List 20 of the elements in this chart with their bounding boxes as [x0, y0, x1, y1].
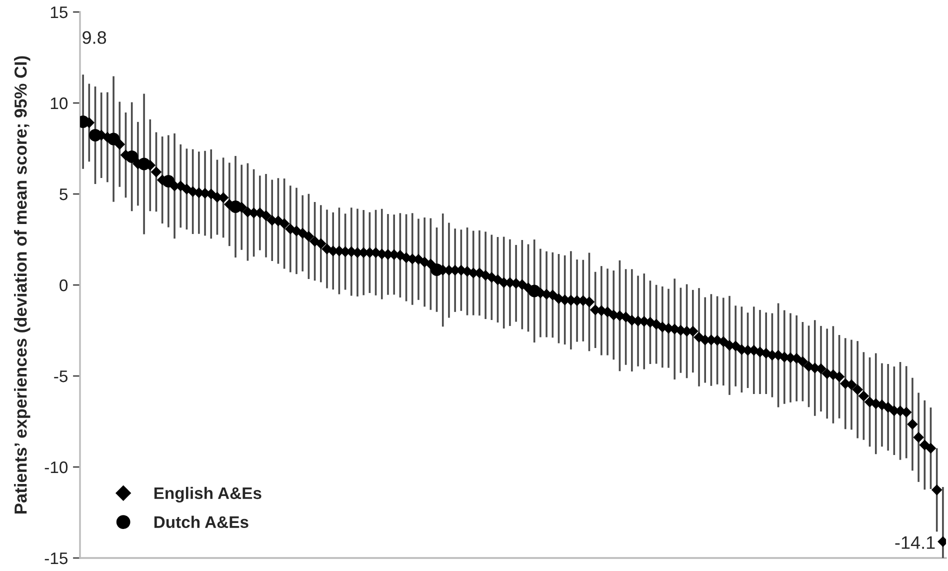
point — [88, 128, 102, 142]
y-tick-label: -10 — [44, 461, 68, 474]
point — [162, 175, 175, 188]
y-tick-label: -15 — [44, 552, 68, 564]
y-tick-label: 10 — [50, 97, 68, 110]
y-tick-label: 5 — [60, 188, 68, 200]
point — [430, 263, 444, 276]
y-tick-label: 0 — [60, 279, 68, 292]
y-axis-title: Patients’ experiences (deviation of mean score; 95% CI) — [14, 56, 30, 514]
y-tick-label: 15 — [50, 6, 68, 18]
point — [107, 132, 120, 146]
annotation: 9.8 — [82, 31, 106, 44]
annotation: -14.1 — [895, 536, 935, 549]
y-tick-label: -5 — [54, 370, 68, 382]
point — [138, 158, 150, 170]
legend-label: Dutch A&Es — [154, 516, 248, 528]
point — [126, 150, 138, 163]
legend-label: English A&Es — [154, 486, 262, 502]
point — [528, 284, 541, 298]
point — [229, 200, 242, 213]
